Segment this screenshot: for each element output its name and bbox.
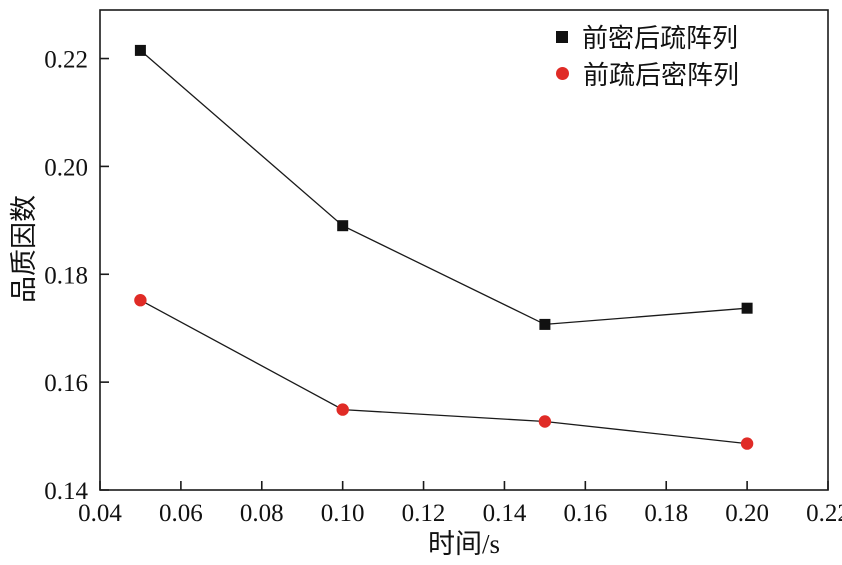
legend-square-marker-icon	[556, 30, 568, 43]
x-axis-label: 时间/s	[427, 529, 500, 559]
x-tick-label: 0.20	[725, 500, 769, 527]
legend: 前密后疏阵列 前疏后密阵列	[556, 20, 739, 90]
legend-circle-marker-icon	[556, 67, 569, 80]
x-tick-label: 0.08	[240, 500, 284, 527]
legend-item-dense-sparse: 前密后疏阵列	[556, 20, 739, 53]
y-tick-label: 0.16	[44, 370, 88, 397]
y-tick-label: 0.18	[44, 262, 88, 289]
data-point-circle	[134, 294, 147, 307]
data-point-circle	[538, 415, 552, 428]
y-axis-label: 品质因数	[9, 195, 39, 303]
data-point-square	[741, 302, 753, 314]
data-point-square	[539, 318, 551, 330]
legend-label: 前疏后密阵列	[583, 61, 740, 90]
legend-item-sparse-dense: 前疏后密阵列	[556, 57, 739, 90]
x-tick-label: 0.06	[159, 500, 203, 527]
x-tick-label: 0.18	[644, 500, 688, 527]
x-tick-label: 0.04	[78, 500, 122, 527]
y-tick-label: 0.20	[44, 154, 88, 181]
legend-label: 前密后疏阵列	[582, 24, 739, 53]
data-point-circle	[336, 403, 349, 416]
x-tick-label: 0.10	[321, 500, 365, 527]
data-point-circle	[740, 437, 754, 450]
plot-frame	[99, 9, 829, 491]
x-tick-label: 0.16	[563, 500, 607, 527]
series-line-square	[139, 49, 748, 326]
x-tick-label: 0.12	[402, 500, 446, 527]
data-point-square	[337, 220, 349, 232]
data-point-square	[134, 44, 146, 56]
y-tick-label: 0.22	[44, 47, 88, 74]
series-line-circle	[140, 299, 748, 445]
y-tick-label: 0.14	[44, 478, 88, 505]
x-tick-label: 0.22	[806, 500, 842, 527]
x-tick-label: 0.14	[483, 500, 527, 527]
